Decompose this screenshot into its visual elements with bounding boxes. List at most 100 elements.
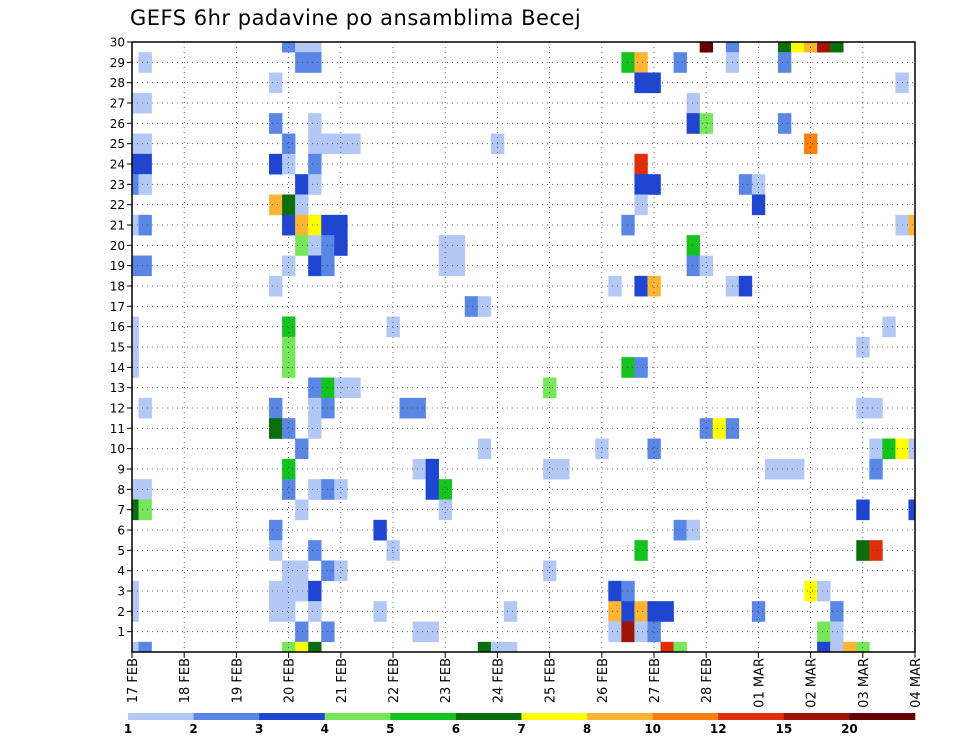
- colorbar-label: 20: [841, 722, 858, 736]
- heatmap-cell: [543, 560, 557, 582]
- heatmap-cell: [308, 397, 322, 419]
- y-tick-label: 23: [110, 178, 125, 192]
- heatmap-cell: [817, 580, 831, 602]
- heatmap-cell: [132, 174, 139, 195]
- x-tick-label: 01 MAR: [752, 658, 767, 708]
- heatmap-cell: [334, 235, 348, 256]
- heatmap-cell: [308, 255, 322, 277]
- heatmap-cell: [308, 377, 322, 399]
- heatmap-cell: [751, 194, 766, 216]
- colorbar-swatch: [849, 713, 916, 720]
- y-tick-label: 7: [117, 503, 125, 517]
- x-tick-label: 03 MAR: [857, 658, 872, 708]
- heatmap-cell: [543, 458, 557, 480]
- heatmap-cell: [282, 458, 296, 480]
- heatmap-cell: [295, 621, 309, 643]
- heatmap-cell: [830, 621, 844, 643]
- heatmap-cell: [477, 641, 492, 653]
- heatmap-cell: [830, 601, 844, 622]
- heatmap-cell: [295, 194, 309, 216]
- heatmap-cell: [634, 540, 648, 561]
- heatmap-cell: [634, 357, 648, 378]
- y-tick-label: 21: [110, 219, 125, 233]
- colorbar-label: 12: [710, 722, 727, 736]
- x-tick-label: 23 FEB: [439, 658, 454, 703]
- heatmap-cell: [269, 194, 283, 216]
- x-tick-label: 24 FEB: [491, 658, 506, 703]
- heatmap-cell: [308, 52, 322, 73]
- y-tick-label: 16: [110, 320, 125, 334]
- x-tick-label: 21 FEB: [335, 658, 350, 703]
- heatmap-cell: [804, 133, 818, 155]
- heatmap-cell: [647, 174, 661, 195]
- heatmap-cell: [634, 52, 648, 73]
- heatmap-cell: [132, 316, 139, 338]
- heatmap-cell: [308, 153, 322, 175]
- heatmap-cell: [269, 113, 283, 134]
- heatmap-cell: [725, 42, 740, 53]
- heatmap-cell: [634, 72, 648, 94]
- heatmap-cell: [308, 479, 322, 500]
- heatmap-cell: [699, 255, 714, 277]
- colorbar-swatch: [193, 713, 260, 720]
- heatmap-cell: [308, 174, 322, 195]
- heatmap-cell: [334, 214, 348, 236]
- x-tick-label: 02 MAR: [805, 658, 820, 708]
- heatmap-cell: [295, 174, 309, 195]
- colorbar-swatch: [783, 713, 850, 720]
- heatmap-cell: [777, 113, 792, 134]
- heatmap-cell: [308, 214, 322, 236]
- heatmap-cell: [647, 621, 661, 643]
- heatmap-cell: [882, 316, 896, 338]
- colorbar-label: 6: [452, 722, 460, 736]
- heatmap-cell: [477, 438, 492, 460]
- heatmap-cell: [908, 438, 916, 460]
- y-tick-label: 2: [117, 605, 125, 619]
- colorbar-swatch: [259, 713, 326, 720]
- heatmap-cell: [438, 479, 453, 500]
- heatmap-cell: [138, 153, 152, 175]
- heatmap-cell: [634, 275, 648, 297]
- y-tick-label: 13: [110, 381, 125, 395]
- heatmap-cell: [869, 397, 883, 419]
- y-tick-label: 20: [110, 239, 125, 253]
- heatmap-cell: [308, 235, 322, 256]
- heatmap-cell: [843, 641, 857, 653]
- colorbar-label: 4: [321, 722, 329, 736]
- heatmap-cell: [764, 458, 779, 480]
- y-tick-label: 24: [110, 158, 125, 172]
- heatmap-cell: [334, 133, 348, 155]
- heatmap-cell: [869, 540, 883, 561]
- heatmap-cell: [269, 275, 283, 297]
- heatmap-cell: [132, 357, 139, 378]
- colorbar-label: 10: [644, 722, 661, 736]
- heatmap-cell: [138, 499, 152, 521]
- heatmap-cell: [132, 499, 139, 521]
- heatmap-cell: [295, 580, 309, 602]
- y-tick-label: 28: [110, 76, 125, 90]
- y-tick-label: 25: [110, 137, 125, 151]
- heatmap-cell: [269, 519, 283, 541]
- colorbar-label: 5: [386, 722, 394, 736]
- heatmap-cell: [621, 52, 635, 73]
- x-tick-label: 28 FEB: [700, 658, 715, 703]
- heatmap-cell: [817, 42, 831, 53]
- colorbar-swatch: [455, 713, 522, 720]
- y-tick-label: 5: [117, 544, 125, 558]
- colorbar-label: 2: [189, 722, 197, 736]
- heatmap-cell: [282, 255, 296, 277]
- y-tick-label: 15: [110, 341, 125, 355]
- heatmap-cell: [295, 560, 309, 582]
- heatmap-cell: [132, 641, 139, 653]
- x-tick-label: 04 MAR: [909, 658, 924, 708]
- heatmap-cell: [634, 601, 648, 622]
- heatmap-cell: [621, 580, 635, 602]
- heatmap-cell: [777, 458, 792, 480]
- heatmap-cell: [660, 641, 674, 653]
- heatmap-cell: [386, 316, 400, 338]
- y-tick-label: 27: [110, 97, 125, 111]
- heatmap-cell: [686, 519, 700, 541]
- heatmap-cell: [138, 174, 152, 195]
- heatmap-cell: [503, 601, 518, 622]
